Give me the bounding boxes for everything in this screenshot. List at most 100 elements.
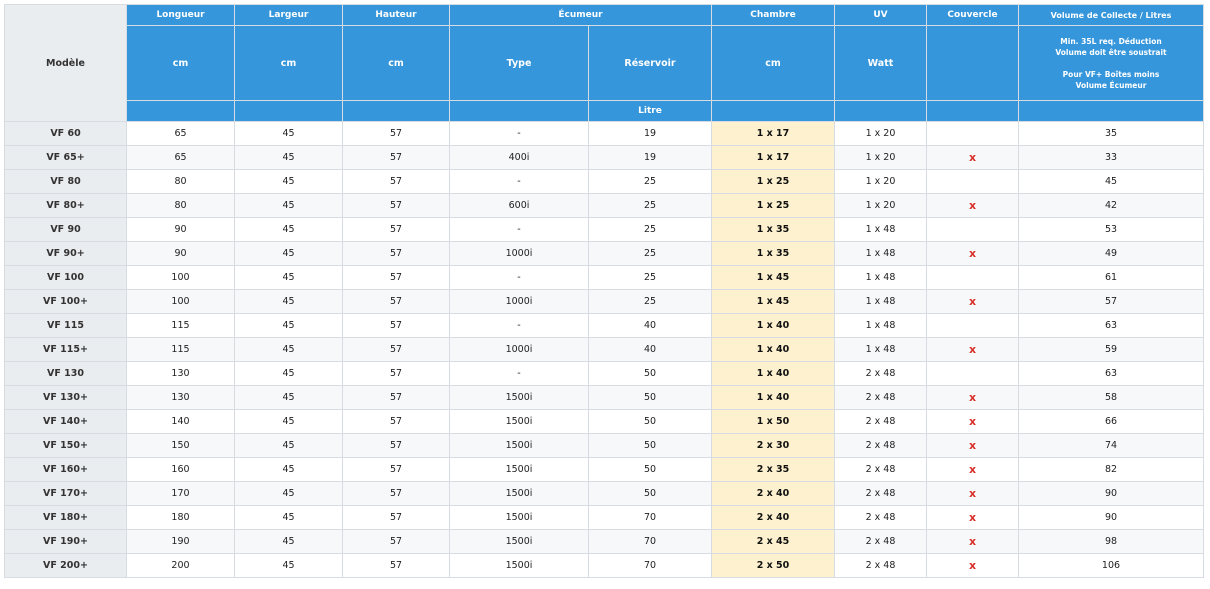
- reservoir-cell: 25: [588, 193, 712, 218]
- chambre-cell: 1 x 17: [711, 145, 835, 170]
- table-row: VF 100 100 45 57-25 1 x 45 1 x 48 61: [4, 265, 1204, 290]
- couvercle-cell: x: [926, 337, 1019, 362]
- largeur-cell: 45: [234, 385, 343, 410]
- volume-cell: 49: [1018, 241, 1204, 266]
- table-header: Modèle Longueur Largeur Hauteur Écumeur …: [4, 4, 1204, 122]
- model-cell: VF 80+: [4, 193, 127, 218]
- header-reservoir: Réservoir: [588, 25, 712, 101]
- header-longueur: Longueur: [126, 4, 235, 26]
- chambre-cell: 1 x 35: [711, 241, 835, 266]
- ecumeur-type-cell: 1500i: [449, 385, 589, 410]
- longueur-cell: 170: [126, 481, 235, 506]
- uv-cell: 1 x 20: [834, 169, 927, 194]
- model-cell: VF 140+: [4, 409, 127, 434]
- sub-empty-5: [711, 100, 835, 122]
- table-row: VF 100+ 100 45 57 1000i 25 1 x 45 1 x 48 x 57: [4, 289, 1204, 314]
- largeur-cell: 45: [234, 265, 343, 290]
- spec-table-container: Modèle Longueur Largeur Hauteur Écumeur …: [4, 4, 1204, 578]
- uv-cell: 2 x 48: [834, 409, 927, 434]
- reservoir-cell: 25: [588, 169, 712, 194]
- couvercle-cell: [926, 217, 1019, 242]
- uv-cell: 2 x 48: [834, 481, 927, 506]
- hauteur-cell: 57: [342, 145, 450, 170]
- ecumeur-type-cell: -: [449, 169, 589, 194]
- uv-cell: 1 x 48: [834, 289, 927, 314]
- couvercle-cell: x: [926, 409, 1019, 434]
- chambre-cell: 1 x 40: [711, 385, 835, 410]
- volume-cell: 66: [1018, 409, 1204, 434]
- sub-empty-1: [126, 100, 235, 122]
- longueur-cell: 150: [126, 433, 235, 458]
- table-row: VF 180+ 180 45 57 1500i 70 2 x 40 2 x 48 x 90: [4, 505, 1204, 530]
- largeur-cell: 45: [234, 457, 343, 482]
- chambre-cell: 2 x 35: [711, 457, 835, 482]
- chambre-cell: 2 x 40: [711, 481, 835, 506]
- hauteur-cell: 57: [342, 433, 450, 458]
- unit-uv: Watt: [834, 25, 927, 101]
- volume-cell: 35: [1018, 121, 1204, 146]
- table-row: VF 115 115 45 57-40 1 x 40 1 x 48 63: [4, 313, 1204, 338]
- sub-empty-4: [449, 100, 589, 122]
- table-row: VF 65+ 65 45 57 400i 19 1 x 17 1 x 20 x 33: [4, 145, 1204, 170]
- header-uv: UV: [834, 4, 927, 26]
- hauteur-cell: 57: [342, 505, 450, 530]
- largeur-cell: 45: [234, 337, 343, 362]
- longueur-cell: 115: [126, 313, 235, 338]
- volume-cell: 33: [1018, 145, 1204, 170]
- chambre-cell: 2 x 50: [711, 553, 835, 578]
- chambre-cell: 1 x 45: [711, 265, 835, 290]
- couvercle-cell: x: [926, 193, 1019, 218]
- model-cell: VF 80: [4, 169, 127, 194]
- uv-cell: 2 x 48: [834, 433, 927, 458]
- uv-cell: 1 x 48: [834, 313, 927, 338]
- largeur-cell: 45: [234, 241, 343, 266]
- longueur-cell: 160: [126, 457, 235, 482]
- spec-table: Modèle Longueur Largeur Hauteur Écumeur …: [4, 4, 1204, 578]
- table-row: VF 80+ 80 45 57 600i 25 1 x 25 1 x 20 x 42: [4, 193, 1204, 218]
- table-row: VF 80 80 45 57-25 1 x 25 1 x 20 45: [4, 169, 1204, 194]
- header-ecumeur: Écumeur: [449, 4, 712, 26]
- longueur-cell: 90: [126, 241, 235, 266]
- ecumeur-type-cell: -: [449, 121, 589, 146]
- ecumeur-type-cell: 400i: [449, 145, 589, 170]
- largeur-cell: 45: [234, 145, 343, 170]
- uv-cell: 1 x 48: [834, 241, 927, 266]
- header-largeur: Largeur: [234, 4, 343, 26]
- longueur-cell: 100: [126, 265, 235, 290]
- hauteur-cell: 57: [342, 289, 450, 314]
- hauteur-cell: 57: [342, 193, 450, 218]
- largeur-cell: 45: [234, 313, 343, 338]
- table-row: VF 140+ 140 45 57 1500i 50 1 x 50 2 x 48 x 66: [4, 409, 1204, 434]
- volume-cell: 57: [1018, 289, 1204, 314]
- table-row: VF 130 130 45 57-50 1 x 40 2 x 48 63: [4, 361, 1204, 386]
- longueur-cell: 80: [126, 193, 235, 218]
- largeur-cell: 45: [234, 169, 343, 194]
- longueur-cell: 130: [126, 385, 235, 410]
- unit-longueur: cm: [126, 25, 235, 101]
- model-cell: VF 115: [4, 313, 127, 338]
- ecumeur-type-cell: 1500i: [449, 529, 589, 554]
- hauteur-cell: 57: [342, 337, 450, 362]
- reservoir-cell: 50: [588, 433, 712, 458]
- sub-empty-3: [342, 100, 450, 122]
- largeur-cell: 45: [234, 217, 343, 242]
- ecumeur-type-cell: -: [449, 313, 589, 338]
- chambre-cell: 2 x 40: [711, 505, 835, 530]
- ecumeur-type-cell: 600i: [449, 193, 589, 218]
- volume-cell: 63: [1018, 313, 1204, 338]
- largeur-cell: 45: [234, 289, 343, 314]
- volume-cell: 61: [1018, 265, 1204, 290]
- couvercle-cell: [926, 169, 1019, 194]
- couvercle-cell: [926, 313, 1019, 338]
- longueur-cell: 130: [126, 361, 235, 386]
- hauteur-cell: 57: [342, 361, 450, 386]
- largeur-cell: 45: [234, 481, 343, 506]
- ecumeur-type-cell: 1500i: [449, 553, 589, 578]
- couvercle-cell: x: [926, 385, 1019, 410]
- reservoir-cell: 25: [588, 289, 712, 314]
- chambre-cell: 2 x 30: [711, 433, 835, 458]
- hauteur-cell: 57: [342, 241, 450, 266]
- reservoir-cell: 40: [588, 313, 712, 338]
- uv-cell: 1 x 20: [834, 193, 927, 218]
- uv-cell: 1 x 48: [834, 217, 927, 242]
